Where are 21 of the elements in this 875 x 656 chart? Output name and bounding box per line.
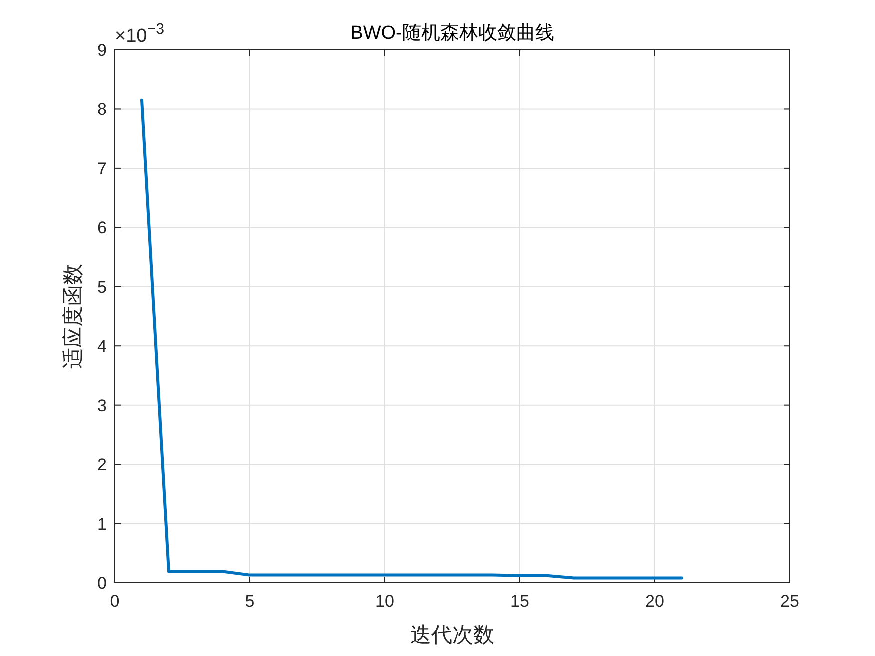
y-tick-label: 0	[98, 574, 107, 593]
y-tick-label: 3	[98, 396, 107, 416]
y-tick-label: 9	[98, 41, 107, 60]
y-tick-label: 8	[98, 100, 107, 120]
x-tick-label: 15	[510, 592, 530, 611]
x-tick-label: 20	[646, 592, 664, 611]
y-tick-label: 2	[98, 456, 107, 475]
x-axis-title: 迭代次数	[410, 623, 494, 647]
x-tick-label: 25	[780, 592, 800, 611]
text: ×10$^{−3}$	[115, 20, 165, 47]
y-axis-title: 适应度函数	[61, 264, 85, 369]
y-tick-label: 6	[98, 218, 107, 238]
y-tick-label: 1	[98, 514, 107, 534]
y-tick-label: 7	[98, 159, 107, 178]
line-series	[140, 98, 684, 580]
x-tick-label: 5	[245, 592, 255, 611]
y-tick-label: 4	[98, 337, 107, 356]
x-tick-label: 0	[110, 592, 120, 611]
y-tick-label: 5	[98, 278, 107, 297]
chart-title: BWO-随机森林收敛曲线	[350, 23, 554, 44]
x-tick-label: 10	[376, 592, 394, 611]
